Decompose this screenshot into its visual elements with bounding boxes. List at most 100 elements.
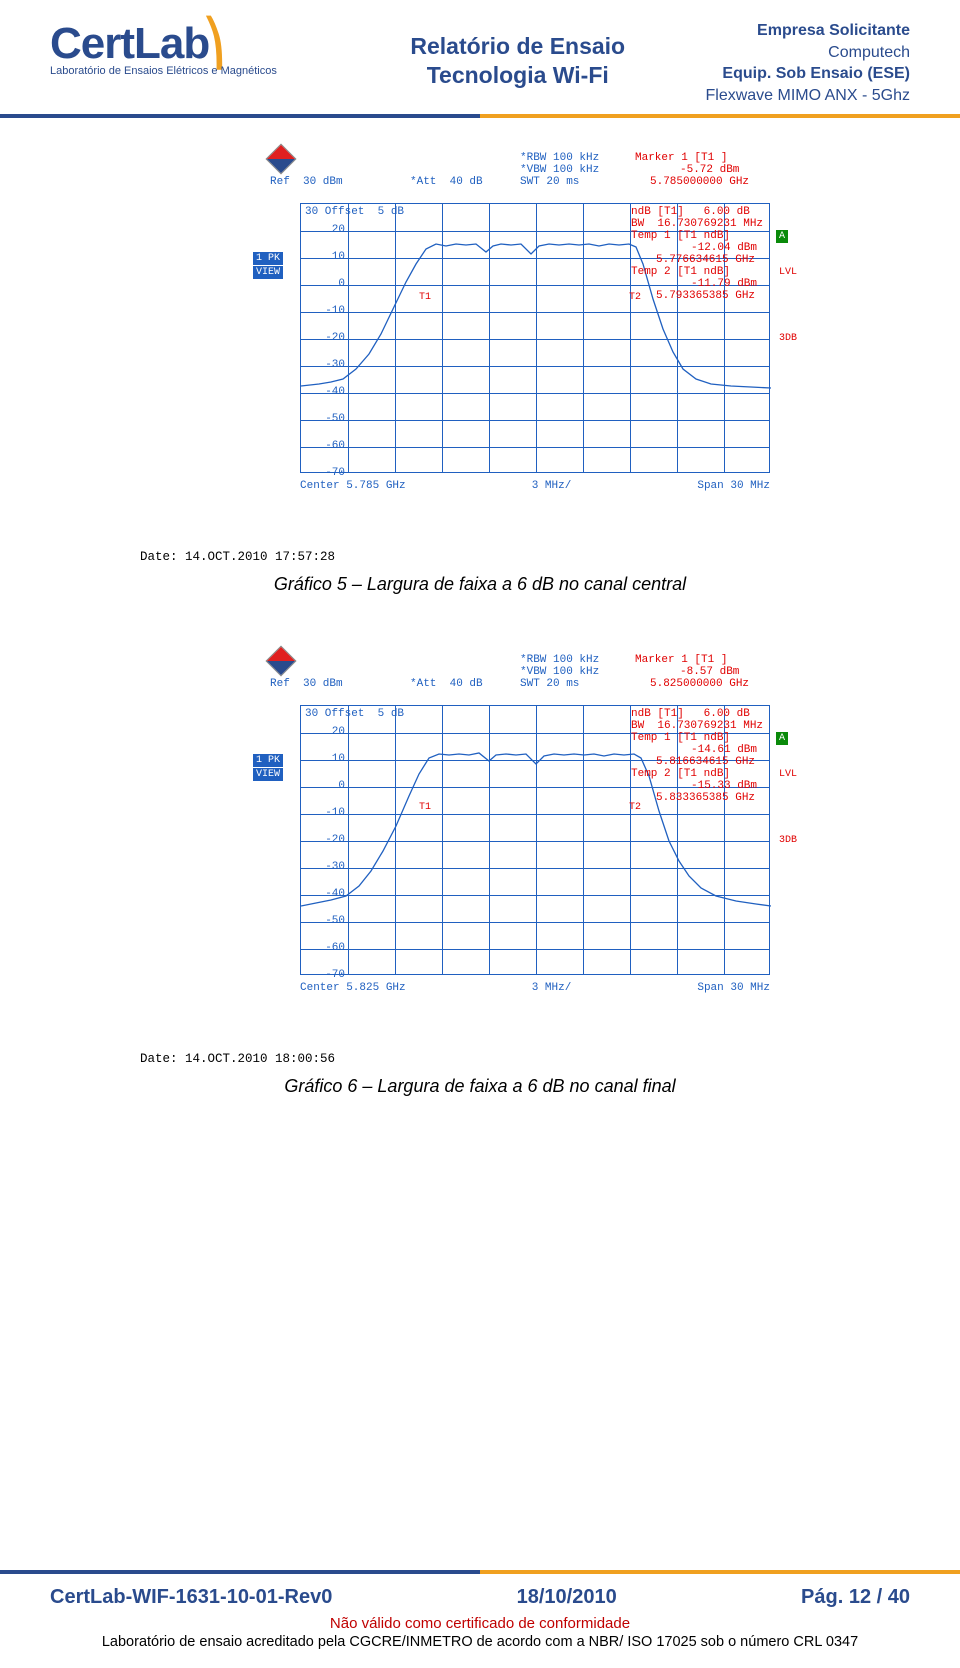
title-line-2: Tecnologia Wi-Fi — [330, 61, 706, 90]
analyzer-icon — [265, 144, 296, 175]
vbw-label: *VBW 100 kHz — [520, 666, 599, 678]
marker-t2: T2 — [629, 292, 641, 303]
marker-title: Marker 1 [T1 ] — [635, 152, 727, 164]
ytick: 10 — [332, 251, 345, 263]
ytick: 20 — [332, 726, 345, 738]
ndb-label: ndB [T1] 6.00 dB — [631, 708, 750, 720]
att-label: *Att 40 dB — [410, 176, 483, 188]
ytick: 0 — [338, 278, 345, 290]
page-header: CertLab⎞ Laboratório de Ensaios Elétrico… — [0, 0, 960, 118]
plot-area-1: 30 Offset 5 dB ndB [T1] 6.00 dB BW 16.73… — [300, 203, 770, 473]
center-label: Center 5.785 GHz — [300, 480, 406, 492]
chart-footer-1: Center 5.785 GHz 3 MHz/ Span 30 MHz — [300, 480, 770, 492]
requester-label: Empresa Solicitante — [706, 20, 911, 42]
chart-1: Ref 30 dBm *Att 40 dB *RBW 100 kHz *VBW … — [140, 148, 820, 528]
ytick: -20 — [325, 834, 345, 846]
doc-date: 18/10/2010 — [517, 1586, 617, 1609]
ytick: -10 — [325, 305, 345, 317]
ref-label: Ref 30 dBm — [270, 176, 343, 188]
bw-label: BW 16.730769231 MHz — [631, 218, 763, 230]
tag-3db: 3DB — [776, 332, 800, 345]
tag-lvl: LVL — [776, 266, 800, 279]
marker-t1: T1 — [419, 292, 431, 303]
marker-t2: T2 — [629, 802, 641, 813]
span-label: Span 30 MHz — [697, 480, 770, 492]
doc-page: Pág. 12 / 40 — [801, 1586, 910, 1609]
page-content: Ref 30 dBm *Att 40 dB *RBW 100 kHz *VBW … — [0, 118, 960, 1097]
chart-2-caption: Gráfico 6 – Largura de faixa a 6 dB no c… — [60, 1076, 900, 1097]
ytick: -60 — [325, 942, 345, 954]
ese-label: Equip. Sob Ensaio (ESE) — [706, 63, 911, 85]
header-right: Empresa Solicitante Computech Equip. Sob… — [706, 18, 911, 106]
logo-text: CertLab — [50, 19, 209, 68]
ytick: -50 — [325, 915, 345, 927]
tag-a: A — [776, 732, 788, 745]
ese-name: Flexwave MIMO ANX - 5Ghz — [706, 85, 911, 107]
t1a: Temp 1 [T1 ndB] — [631, 732, 730, 744]
marker-freq: 5.825000000 GHz — [650, 678, 749, 690]
analyzer-icon — [265, 646, 296, 677]
chart-1-caption: Gráfico 5 – Largura de faixa a 6 dB no c… — [60, 574, 900, 595]
marker-dbm: -8.57 dBm — [680, 666, 739, 678]
logo-subtitle: Laboratório de Ensaios Elétricos e Magné… — [50, 65, 330, 77]
span-label: Span 30 MHz — [697, 982, 770, 994]
chart-1-box: Ref 30 dBm *Att 40 dB *RBW 100 kHz *VBW … — [140, 148, 820, 528]
tag-1pk: 1 PK — [253, 754, 283, 767]
chart-footer-2: Center 5.825 GHz 3 MHz/ Span 30 MHz — [300, 982, 770, 994]
marker-dbm: -5.72 dBm — [680, 164, 739, 176]
tag-view: VIEW — [253, 266, 283, 279]
chart-1-date: Date: 14.OCT.2010 17:57:28 — [140, 550, 900, 564]
title-line-1: Relatório de Ensaio — [330, 32, 706, 61]
rbw-label: *RBW 100 kHz — [520, 654, 599, 666]
ytick: 0 — [338, 780, 345, 792]
ytick: -30 — [325, 359, 345, 371]
ytick: 20 — [332, 224, 345, 236]
rbw-label: *RBW 100 kHz — [520, 152, 599, 164]
footer-info-row: CertLab-WIF-1631-10-01-Rev0 18/10/2010 P… — [50, 1586, 910, 1609]
chart-2-box: Ref 30 dBm *Att 40 dB *RBW 100 kHz *VBW … — [140, 650, 820, 1030]
ytick: -50 — [325, 413, 345, 425]
t2a: Temp 2 [T1 ndB] — [631, 266, 730, 278]
vbw-label: *VBW 100 kHz — [520, 164, 599, 176]
div-label: 3 MHz/ — [532, 982, 572, 994]
chart-2: Ref 30 dBm *Att 40 dB *RBW 100 kHz *VBW … — [140, 650, 820, 1030]
tag-3db: 3DB — [776, 834, 800, 847]
ref-label: Ref 30 dBm — [270, 678, 343, 690]
ytick: -30 — [325, 861, 345, 873]
ndb-label: ndB [T1] 6.00 dB — [631, 206, 750, 218]
logo-block: CertLab⎞ Laboratório de Ensaios Elétrico… — [50, 18, 330, 77]
t2b: -15.33 dBm — [691, 780, 757, 792]
marker-title: Marker 1 [T1 ] — [635, 654, 727, 666]
ytick: -70 — [325, 467, 345, 479]
page-footer: CertLab-WIF-1631-10-01-Rev0 18/10/2010 P… — [0, 1570, 960, 1668]
swt-label: SWT 20 ms — [520, 176, 579, 188]
doc-id: CertLab-WIF-1631-10-01-Rev0 — [50, 1586, 332, 1609]
t1c: 5.816634615 GHz — [656, 756, 755, 768]
offset-label: 30 Offset 5 dB — [305, 708, 404, 720]
t1b: -12.04 dBm — [691, 242, 757, 254]
marker-t1: T1 — [419, 802, 431, 813]
footer-accreditation: Laboratório de ensaio acreditado pela CG… — [50, 1634, 910, 1650]
plot-area-2: 30 Offset 5 dB ndB [T1] 6.00 dB BW 16.73… — [300, 705, 770, 975]
marker-freq: 5.785000000 GHz — [650, 176, 749, 188]
t2c: 5.833365385 GHz — [656, 792, 755, 804]
bw-label: BW 16.730769231 MHz — [631, 720, 763, 732]
title-block: Relatório de Ensaio Tecnologia Wi-Fi — [330, 18, 706, 90]
t1a: Temp 1 [T1 ndB] — [631, 230, 730, 242]
t1b: -14.61 dBm — [691, 744, 757, 756]
swt-label: SWT 20 ms — [520, 678, 579, 690]
tag-1pk: 1 PK — [253, 252, 283, 265]
ytick: -70 — [325, 969, 345, 981]
t1c: 5.776634615 GHz — [656, 254, 755, 266]
ytick: -10 — [325, 807, 345, 819]
ytick: -60 — [325, 440, 345, 452]
logo-wave-icon: ⎞ — [203, 18, 224, 69]
t2a: Temp 2 [T1 ndB] — [631, 768, 730, 780]
ytick: 10 — [332, 753, 345, 765]
ytick: -40 — [325, 386, 345, 398]
logo-name: CertLab⎞ — [50, 18, 330, 69]
requester-name: Computech — [706, 42, 911, 64]
tag-a: A — [776, 230, 788, 243]
t2c: 5.793365385 GHz — [656, 290, 755, 302]
footer-warning: Não válido como certificado de conformid… — [50, 1615, 910, 1632]
